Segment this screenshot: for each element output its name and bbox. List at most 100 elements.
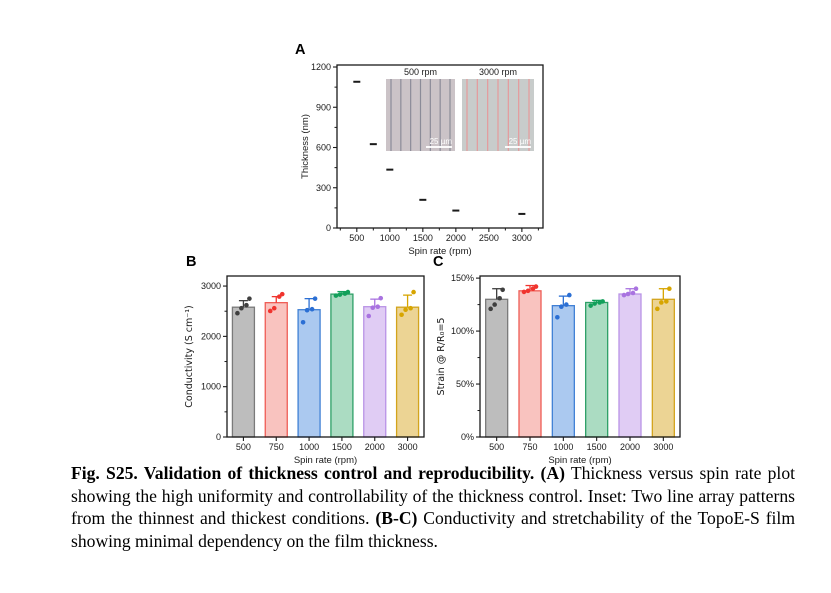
x-tick-label: 500 [236, 442, 251, 452]
x-tick-label: 1000 [299, 442, 319, 452]
x-axis-title: Spin rate (rpm) [548, 455, 611, 466]
scale-bar-label: 25 µm [430, 137, 453, 146]
caption-segment: Fig. S25. Validation of thickness contro… [71, 463, 565, 483]
data-point [247, 296, 252, 301]
data-points [488, 284, 672, 320]
y-tick-label: 3000 [201, 281, 221, 291]
data-point [419, 198, 427, 201]
data-point [592, 301, 597, 306]
error-bars [492, 284, 668, 306]
x-axis: 500 1000 1500 2000 2500 3000 [339, 228, 539, 243]
data-point [600, 299, 605, 304]
data-points [235, 289, 416, 325]
y-tick-label: 0% [461, 432, 474, 442]
data-points [353, 80, 526, 215]
y-axis: 0 1000 2000 3000 [201, 281, 227, 442]
data-point [633, 286, 639, 292]
y-axis: 0 300 600 900 1200 [311, 62, 337, 233]
bar-750 [518, 290, 542, 438]
x-axis-title: Spin rate (rpm) [294, 455, 357, 466]
x-tick-label: 500 [349, 233, 364, 243]
data-point [664, 299, 669, 304]
data-point [378, 295, 384, 301]
y-tick-label: 2000 [201, 331, 221, 341]
bar-1500 [330, 293, 354, 438]
data-point [500, 287, 505, 293]
y-tick-label: 300 [316, 183, 331, 193]
inset-label: 500 rpm [404, 67, 437, 77]
data-point [567, 292, 572, 298]
bar-3000 [651, 298, 675, 438]
panel-c-label: C [433, 254, 444, 270]
data-point [239, 305, 244, 311]
x-tick-label: 500 [489, 442, 504, 452]
data-point [488, 306, 493, 312]
inset-micrograph: 3000 rpm 25 µm [462, 67, 534, 151]
inset-micrograph: 500 rpm 25 µm [386, 67, 455, 151]
bar-3000 [395, 306, 420, 438]
data-point [525, 288, 531, 294]
caption-segment: (B-C) [375, 508, 418, 529]
data-point [333, 293, 339, 298]
data-point [235, 310, 240, 316]
x-tick-label: 1500 [332, 442, 352, 452]
data-point [369, 143, 377, 146]
data-point [337, 292, 343, 297]
y-tick-label: 150% [451, 273, 474, 283]
x-tick-label: 3000 [653, 442, 673, 452]
x-tick-label: 1500 [413, 233, 433, 243]
data-point [403, 307, 408, 313]
x-tick-label: 2000 [446, 233, 466, 243]
data-point [411, 289, 416, 295]
strain-chart: 0% 50% 100% 150% 500 750 1000 1500 2000 3000 Spin … [436, 273, 681, 466]
x-tick-label: 3000 [512, 233, 532, 243]
x-tick-label: 3000 [398, 442, 418, 452]
y-tick-label: 50% [456, 379, 474, 389]
bar-2000 [618, 293, 642, 438]
bars [231, 293, 420, 438]
data-point [300, 319, 306, 325]
bar-2000 [363, 306, 387, 438]
data-point [625, 291, 631, 297]
x-tick-label: 750 [269, 442, 284, 452]
y-tick-label: 0 [326, 223, 331, 233]
y-axis: 0% 50% 100% 150% [451, 273, 480, 442]
plot-frame [479, 275, 681, 438]
x-tick-label: 2000 [620, 442, 640, 452]
data-point [659, 300, 664, 305]
data-point [345, 289, 351, 295]
data-point [366, 313, 372, 319]
data-point [271, 305, 277, 311]
data-point [399, 312, 404, 318]
y-axis-title: Conductivity (S cm⁻¹) [184, 305, 195, 408]
x-axis-title: Spin rate (rpm) [408, 246, 471, 257]
data-point [667, 286, 672, 292]
data-point [492, 302, 497, 307]
plot-frame [226, 275, 425, 438]
data-point [630, 290, 636, 296]
bar-1000 [297, 309, 321, 438]
data-point [304, 307, 310, 313]
x-tick-label: 2500 [479, 233, 499, 243]
bar-750 [264, 302, 288, 438]
bars [485, 290, 675, 438]
x-axis: 500 750 1000 1500 2000 3000 [236, 437, 418, 452]
data-point [533, 284, 539, 289]
y-tick-label: 1000 [201, 382, 221, 392]
data-point [370, 305, 376, 310]
data-point [564, 302, 569, 307]
inset-label: 3000 rpm [479, 67, 517, 77]
data-point [386, 168, 394, 171]
data-point [309, 306, 315, 312]
y-axis-title: Strain @ R/R₀=5 [436, 318, 447, 396]
figure-caption: Fig. S25. Validation of thickness contro… [71, 462, 795, 552]
data-point [559, 304, 564, 310]
bar-500 [231, 306, 256, 438]
plot-frame [336, 64, 544, 229]
y-tick-label: 600 [316, 143, 331, 153]
data-point [588, 303, 593, 308]
data-point [353, 80, 361, 83]
error-bars [238, 290, 413, 310]
data-point [555, 315, 560, 320]
